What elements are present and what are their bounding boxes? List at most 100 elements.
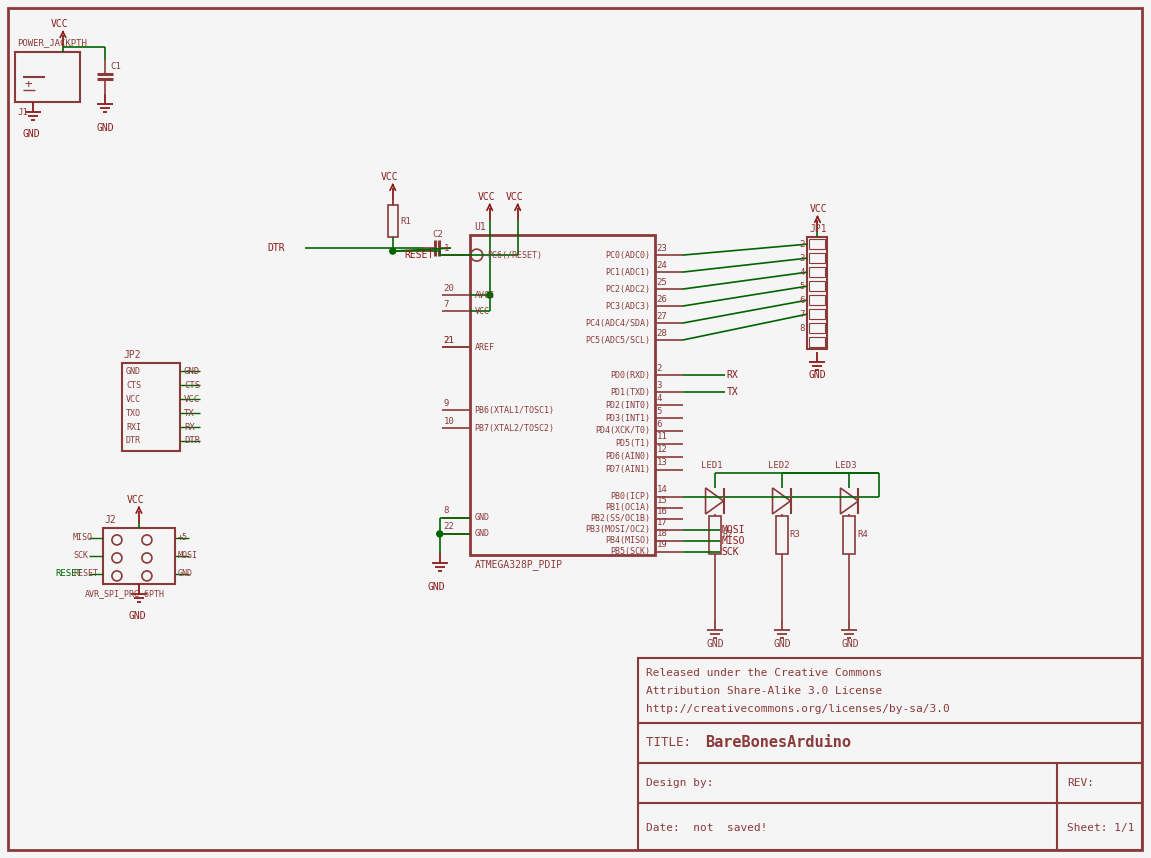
Text: SCK: SCK [722, 547, 739, 557]
Text: RESET: RESET [405, 251, 434, 260]
Text: GND: GND [474, 529, 489, 539]
Text: PD0(RXD): PD0(RXD) [610, 371, 650, 379]
Bar [808, 237, 828, 349]
Text: GND: GND [184, 366, 200, 376]
Text: AREF: AREF [474, 342, 495, 352]
Text: R3: R3 [790, 530, 800, 540]
Text: RX: RX [726, 370, 738, 380]
Text: PB7(XTAL2/TOSC2): PB7(XTAL2/TOSC2) [474, 424, 555, 432]
Text: VCC: VCC [51, 19, 69, 29]
Text: VCC: VCC [125, 395, 140, 403]
Text: +5: +5 [178, 534, 188, 542]
Text: CTS: CTS [125, 381, 140, 390]
Text: GND: GND [129, 611, 146, 621]
Text: 14: 14 [656, 486, 668, 494]
Bar [102, 528, 175, 584]
Text: 17: 17 [656, 518, 668, 528]
Text: LED2: LED2 [768, 462, 790, 470]
Text: LED3: LED3 [836, 462, 857, 470]
Text: PB4(MISO): PB4(MISO) [605, 536, 650, 546]
Text: VCC: VCC [381, 172, 398, 182]
Text: 6: 6 [656, 420, 662, 428]
Text: Design by:: Design by: [646, 778, 714, 788]
Text: TX: TX [726, 387, 738, 397]
Text: 6: 6 [799, 295, 805, 305]
Text: DTR: DTR [125, 437, 140, 445]
Text: 21: 21 [444, 335, 455, 345]
Text: GND: GND [23, 130, 40, 139]
Text: PD1(TXD): PD1(TXD) [610, 388, 650, 396]
Text: REV:: REV: [1067, 778, 1095, 788]
Bar [809, 239, 825, 249]
Text: PB5(SCK): PB5(SCK) [610, 547, 650, 557]
Text: http://creativecommons.org/licenses/by-sa/3.0: http://creativecommons.org/licenses/by-s… [646, 704, 950, 714]
Bar [809, 295, 825, 305]
Text: VCC: VCC [478, 192, 495, 202]
Text: GND: GND [125, 366, 140, 376]
Text: 2: 2 [656, 364, 662, 372]
Text: MISO: MISO [73, 534, 93, 542]
Text: Sheet: 1/1: Sheet: 1/1 [1067, 823, 1135, 833]
Text: RESET: RESET [73, 570, 98, 578]
Text: 18: 18 [656, 529, 668, 539]
Text: VCC: VCC [184, 395, 200, 403]
Text: 24: 24 [656, 261, 668, 269]
Text: VCC: VCC [505, 192, 524, 202]
Text: GND: GND [808, 370, 826, 380]
Bar [844, 516, 855, 554]
Text: 27: 27 [656, 311, 668, 321]
Text: 8: 8 [444, 506, 449, 516]
Text: ATMEGA328P_PDIP: ATMEGA328P_PDIP [474, 559, 563, 571]
Text: GND: GND [773, 639, 791, 649]
Circle shape [436, 531, 443, 537]
Bar [122, 363, 180, 451]
Text: R1: R1 [401, 216, 412, 226]
Bar [809, 281, 825, 291]
Text: GND: GND [474, 513, 489, 523]
Bar [809, 309, 825, 319]
Text: 10: 10 [444, 416, 455, 426]
Text: R4: R4 [857, 530, 868, 540]
Text: +: + [25, 78, 32, 91]
Text: R2: R2 [723, 530, 733, 540]
Text: 19: 19 [656, 541, 668, 549]
Text: 15: 15 [656, 497, 668, 505]
Text: PB6(XTAL1/TOSC1): PB6(XTAL1/TOSC1) [474, 406, 555, 414]
Text: MOSI: MOSI [178, 552, 198, 560]
Text: PD5(T1): PD5(T1) [616, 439, 650, 449]
Text: RXI: RXI [125, 422, 140, 432]
Text: RX: RX [184, 422, 195, 432]
Text: PC5(ADC5/SCL): PC5(ADC5/SCL) [586, 335, 650, 345]
Circle shape [390, 248, 396, 254]
Bar [809, 253, 825, 263]
Text: J1: J1 [17, 108, 28, 117]
Text: PC6(/RESET): PC6(/RESET) [488, 251, 543, 260]
Text: PC1(ADC1): PC1(ADC1) [605, 268, 650, 276]
Text: VCC: VCC [127, 495, 145, 505]
Text: RESET: RESET [55, 570, 82, 578]
Text: J2: J2 [105, 515, 116, 525]
Text: 11: 11 [656, 432, 668, 442]
Text: PB2(SS/OC1B): PB2(SS/OC1B) [590, 515, 650, 523]
Text: PC2(ADC2): PC2(ADC2) [605, 285, 650, 293]
Text: GND: GND [97, 124, 115, 133]
Text: LED1: LED1 [701, 462, 722, 470]
Text: 8: 8 [799, 323, 805, 333]
Text: 13: 13 [656, 458, 668, 468]
Text: PD3(INT1): PD3(INT1) [605, 414, 650, 422]
Text: 26: 26 [656, 294, 668, 304]
Text: MOSI: MOSI [722, 525, 745, 535]
Text: 22: 22 [444, 523, 455, 531]
Text: VCC: VCC [809, 204, 828, 214]
Text: Released under the Creative Commons: Released under the Creative Commons [646, 668, 882, 678]
Text: AVR_SPI_PRG_6PTH: AVR_SPI_PRG_6PTH [85, 589, 165, 598]
Text: BareBonesArduino: BareBonesArduino [706, 735, 852, 750]
Text: TX: TX [184, 408, 195, 418]
Text: C2: C2 [433, 230, 443, 239]
Text: 28: 28 [656, 329, 668, 337]
Text: C1: C1 [110, 62, 121, 70]
Text: 3: 3 [656, 381, 662, 390]
Text: 21: 21 [444, 335, 455, 345]
Text: CTS: CTS [184, 381, 200, 390]
Bar [15, 52, 79, 102]
